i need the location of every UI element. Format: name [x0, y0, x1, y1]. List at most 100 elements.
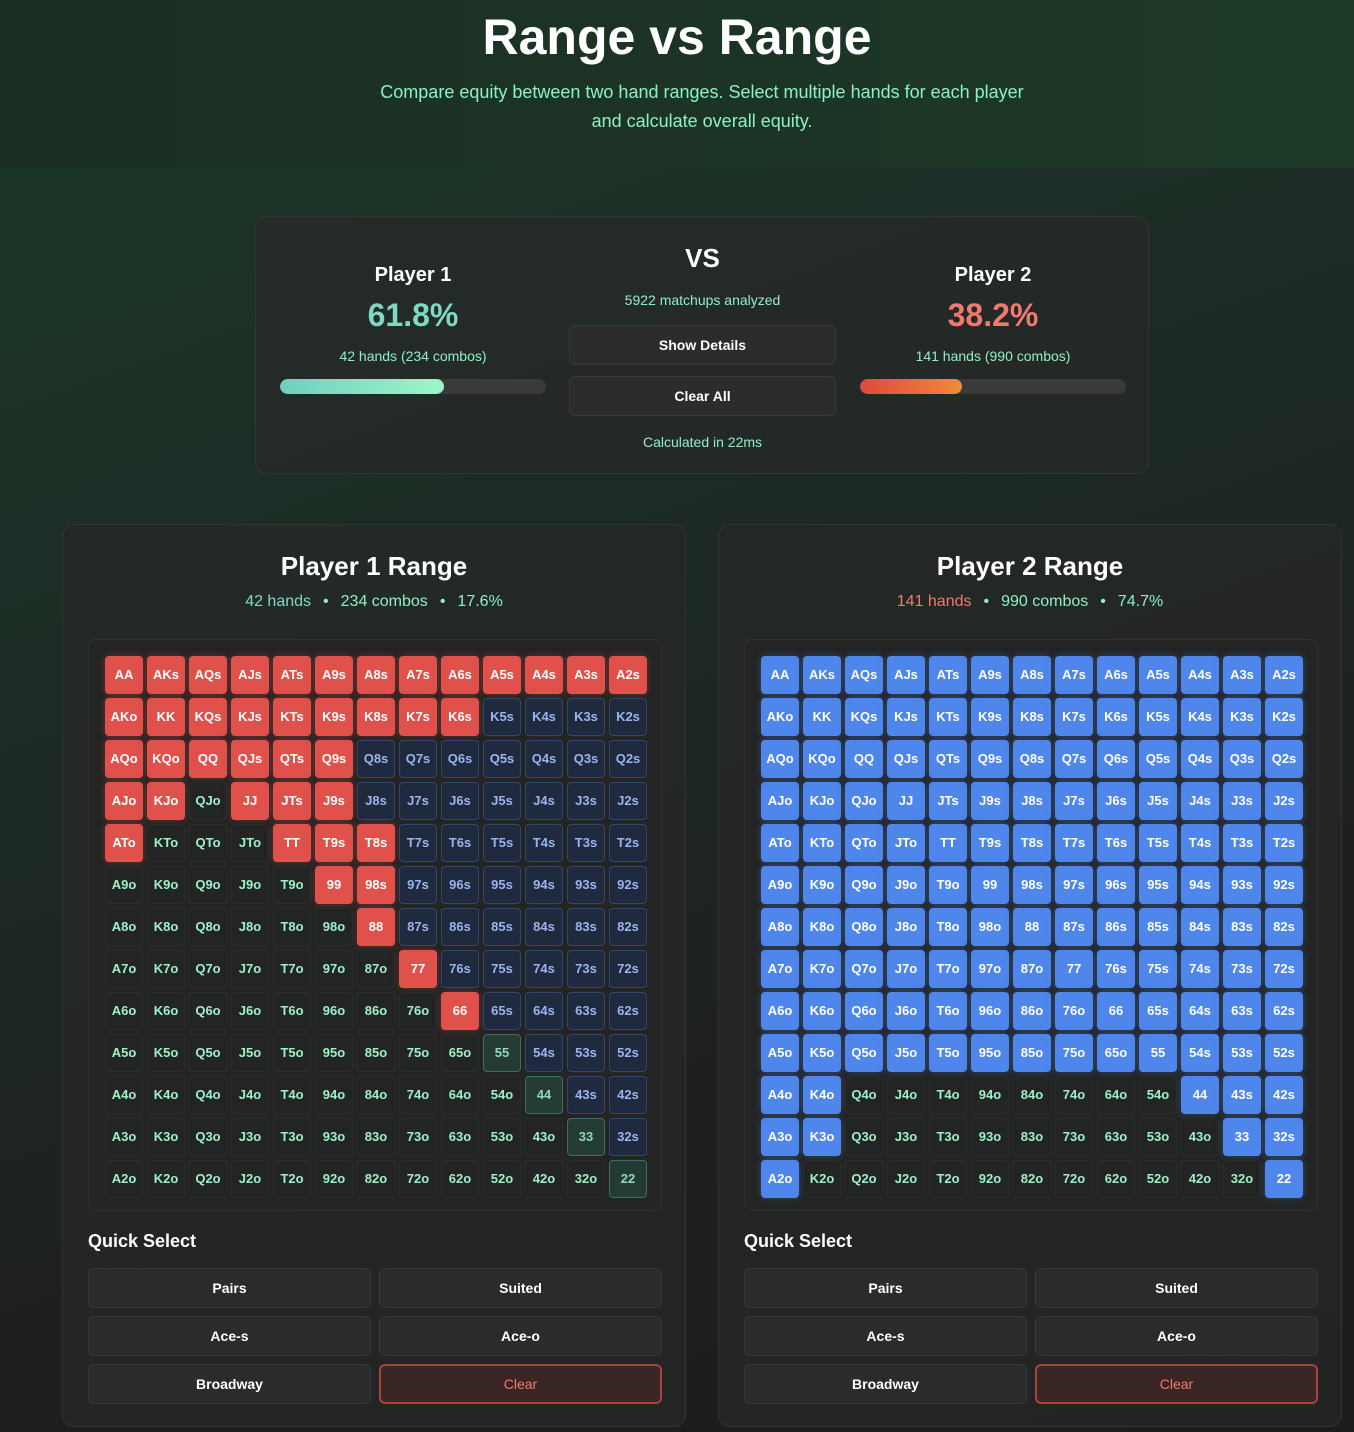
hand-cell-K9s[interactable]: K9s [971, 698, 1009, 736]
hand-cell-J3s[interactable]: J3s [1223, 782, 1261, 820]
hand-cell-A5o[interactable]: A5o [105, 1034, 143, 1072]
quick-select-clear-button[interactable]: Clear [1035, 1364, 1318, 1404]
quick-select-broadway-button[interactable]: Broadway [744, 1364, 1027, 1404]
quick-select-broadway-button[interactable]: Broadway [88, 1364, 371, 1404]
hand-cell-J9o[interactable]: J9o [231, 866, 269, 904]
hand-cell-84s[interactable]: 84s [525, 908, 563, 946]
hand-cell-Q8o[interactable]: Q8o [845, 908, 883, 946]
hand-cell-75o[interactable]: 75o [1055, 1034, 1093, 1072]
hand-cell-86s[interactable]: 86s [1097, 908, 1135, 946]
hand-cell-T3o[interactable]: T3o [929, 1118, 967, 1156]
hand-cell-97o[interactable]: 97o [315, 950, 353, 988]
hand-cell-T2s[interactable]: T2s [609, 824, 647, 862]
hand-cell-Q7s[interactable]: Q7s [1055, 740, 1093, 778]
quick-select-pairs-button[interactable]: Pairs [744, 1268, 1027, 1308]
show-details-button[interactable]: Show Details [569, 325, 836, 365]
quick-select-pairs-button[interactable]: Pairs [88, 1268, 371, 1308]
hand-cell-97s[interactable]: 97s [1055, 866, 1093, 904]
hand-cell-K4s[interactable]: K4s [525, 698, 563, 736]
hand-cell-Q6o[interactable]: Q6o [845, 992, 883, 1030]
hand-cell-73o[interactable]: 73o [399, 1118, 437, 1156]
hand-cell-42o[interactable]: 42o [1181, 1160, 1219, 1198]
hand-cell-K8o[interactable]: K8o [147, 908, 185, 946]
hand-cell-66[interactable]: 66 [1097, 992, 1135, 1030]
hand-cell-53s[interactable]: 53s [567, 1034, 605, 1072]
hand-cell-T7s[interactable]: T7s [399, 824, 437, 862]
hand-cell-QQ[interactable]: QQ [189, 740, 227, 778]
hand-cell-96s[interactable]: 96s [1097, 866, 1135, 904]
hand-cell-43s[interactable]: 43s [567, 1076, 605, 1114]
hand-cell-T2o[interactable]: T2o [929, 1160, 967, 1198]
hand-cell-92o[interactable]: 92o [315, 1160, 353, 1198]
hand-cell-A3o[interactable]: A3o [105, 1118, 143, 1156]
hand-cell-A9s[interactable]: A9s [315, 656, 353, 694]
hand-cell-A4o[interactable]: A4o [105, 1076, 143, 1114]
hand-cell-K5s[interactable]: K5s [483, 698, 521, 736]
hand-cell-53o[interactable]: 53o [1139, 1118, 1177, 1156]
hand-cell-T3s[interactable]: T3s [567, 824, 605, 862]
hand-cell-K6o[interactable]: K6o [803, 992, 841, 1030]
hand-cell-JTo[interactable]: JTo [231, 824, 269, 862]
hand-cell-AJs[interactable]: AJs [887, 656, 925, 694]
hand-cell-66[interactable]: 66 [441, 992, 479, 1030]
hand-cell-K8o[interactable]: K8o [803, 908, 841, 946]
hand-cell-T9s[interactable]: T9s [971, 824, 1009, 862]
hand-cell-Q8o[interactable]: Q8o [189, 908, 227, 946]
hand-cell-82s[interactable]: 82s [609, 908, 647, 946]
hand-cell-43o[interactable]: 43o [1181, 1118, 1219, 1156]
hand-cell-J9o[interactable]: J9o [887, 866, 925, 904]
hand-cell-TT[interactable]: TT [273, 824, 311, 862]
hand-cell-KTs[interactable]: KTs [273, 698, 311, 736]
hand-cell-72o[interactable]: 72o [1055, 1160, 1093, 1198]
hand-cell-A9s[interactable]: A9s [971, 656, 1009, 694]
hand-cell-QJs[interactable]: QJs [887, 740, 925, 778]
hand-cell-A4s[interactable]: A4s [1181, 656, 1219, 694]
hand-cell-ATs[interactable]: ATs [929, 656, 967, 694]
hand-cell-85s[interactable]: 85s [483, 908, 521, 946]
hand-cell-KTo[interactable]: KTo [803, 824, 841, 862]
hand-cell-94s[interactable]: 94s [525, 866, 563, 904]
hand-cell-87o[interactable]: 87o [1013, 950, 1051, 988]
hand-cell-75s[interactable]: 75s [1139, 950, 1177, 988]
hand-cell-AA[interactable]: AA [105, 656, 143, 694]
hand-cell-62o[interactable]: 62o [1097, 1160, 1135, 1198]
hand-cell-Q9s[interactable]: Q9s [971, 740, 1009, 778]
hand-cell-Q8s[interactable]: Q8s [1013, 740, 1051, 778]
hand-cell-AA[interactable]: AA [761, 656, 799, 694]
hand-cell-J7o[interactable]: J7o [231, 950, 269, 988]
hand-cell-99[interactable]: 99 [971, 866, 1009, 904]
hand-cell-Q3o[interactable]: Q3o [845, 1118, 883, 1156]
hand-cell-64s[interactable]: 64s [1181, 992, 1219, 1030]
hand-cell-85o[interactable]: 85o [1013, 1034, 1051, 1072]
hand-cell-K9s[interactable]: K9s [315, 698, 353, 736]
hand-cell-Q6o[interactable]: Q6o [189, 992, 227, 1030]
hand-cell-65o[interactable]: 65o [1097, 1034, 1135, 1072]
hand-cell-A8o[interactable]: A8o [761, 908, 799, 946]
hand-cell-93o[interactable]: 93o [971, 1118, 1009, 1156]
hand-cell-K3o[interactable]: K3o [147, 1118, 185, 1156]
hand-cell-AQo[interactable]: AQo [761, 740, 799, 778]
hand-cell-75o[interactable]: 75o [399, 1034, 437, 1072]
hand-cell-JTs[interactable]: JTs [273, 782, 311, 820]
hand-cell-52o[interactable]: 52o [483, 1160, 521, 1198]
hand-cell-A8s[interactable]: A8s [357, 656, 395, 694]
hand-cell-K7s[interactable]: K7s [1055, 698, 1093, 736]
hand-cell-A7s[interactable]: A7s [1055, 656, 1093, 694]
hand-cell-93s[interactable]: 93s [1223, 866, 1261, 904]
hand-cell-73s[interactable]: 73s [567, 950, 605, 988]
hand-cell-42o[interactable]: 42o [525, 1160, 563, 1198]
hand-cell-T2o[interactable]: T2o [273, 1160, 311, 1198]
hand-cell-QJs[interactable]: QJs [231, 740, 269, 778]
hand-cell-62s[interactable]: 62s [1265, 992, 1303, 1030]
hand-cell-76s[interactable]: 76s [1097, 950, 1135, 988]
hand-cell-A4o[interactable]: A4o [761, 1076, 799, 1114]
hand-cell-Q3o[interactable]: Q3o [189, 1118, 227, 1156]
clear-all-button[interactable]: Clear All [569, 376, 836, 416]
hand-cell-J9s[interactable]: J9s [971, 782, 1009, 820]
hand-cell-96o[interactable]: 96o [315, 992, 353, 1030]
hand-cell-95o[interactable]: 95o [315, 1034, 353, 1072]
hand-cell-55[interactable]: 55 [1139, 1034, 1177, 1072]
hand-cell-77[interactable]: 77 [399, 950, 437, 988]
hand-cell-T5o[interactable]: T5o [273, 1034, 311, 1072]
hand-cell-63s[interactable]: 63s [1223, 992, 1261, 1030]
